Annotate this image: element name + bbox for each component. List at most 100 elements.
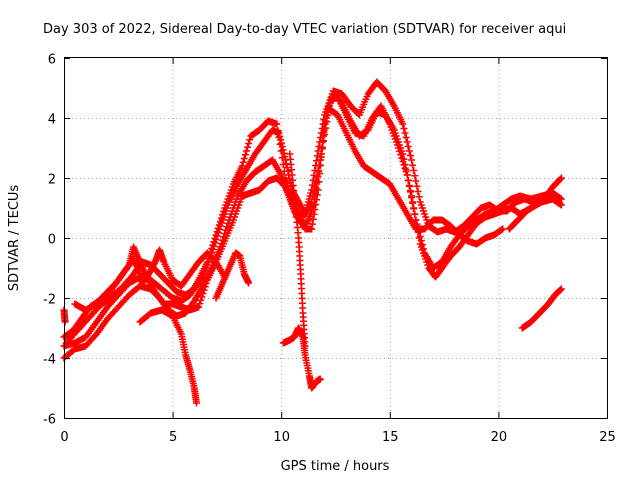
data-point: [417, 237, 425, 245]
data-point: [308, 220, 316, 228]
data-point: [499, 225, 507, 233]
data-point: [309, 215, 317, 223]
data-point: [317, 129, 325, 137]
data-point: [281, 153, 289, 161]
chart-title: Day 303 of 2022, Sidereal Day-to-day VTE…: [43, 22, 566, 37]
data-point: [324, 111, 332, 119]
data-point: [408, 194, 416, 201]
series-arc-4: [71, 105, 507, 314]
data-point: [401, 129, 409, 137]
data-point: [202, 279, 210, 287]
data-point: [242, 147, 250, 155]
data-point: [280, 182, 288, 190]
data-point: [311, 182, 319, 190]
y-tick-label: -2: [43, 293, 56, 308]
data-marks: [60, 78, 565, 407]
data-point: [214, 229, 222, 237]
data-point: [401, 164, 409, 172]
series-arc-9: [212, 249, 253, 302]
data-point: [402, 168, 410, 176]
data-point: [418, 241, 426, 249]
data-point: [403, 138, 411, 146]
data-point: [310, 188, 318, 195]
data-point: [312, 196, 320, 204]
series-arc-11: [505, 174, 565, 233]
data-point: [316, 138, 324, 146]
data-point: [396, 147, 404, 155]
data-point: [195, 303, 203, 311]
data-point: [406, 188, 414, 196]
data-point: [410, 167, 418, 174]
data-point: [409, 199, 417, 207]
data-point: [317, 150, 325, 158]
data-point: [239, 158, 247, 166]
data-point: [279, 146, 287, 154]
data-point: [398, 154, 406, 162]
y-tick-label: 2: [48, 173, 56, 188]
data-point: [416, 233, 424, 240]
x-tick-label: 25: [599, 430, 616, 445]
data-point: [200, 286, 208, 294]
data-point: [414, 188, 422, 195]
data-point: [556, 175, 564, 183]
data-point: [413, 182, 421, 190]
x-tick-label: 20: [491, 430, 508, 445]
data-point: [405, 147, 413, 155]
y-tick-label: 6: [48, 53, 56, 68]
data-point: [321, 131, 329, 138]
data-point: [210, 242, 218, 250]
series-arc-6: [136, 306, 200, 407]
data-point: [394, 144, 402, 152]
data-point: [212, 236, 220, 243]
data-point: [197, 296, 205, 304]
data-point: [241, 151, 249, 159]
data-point: [322, 124, 330, 132]
series-arc-3: [62, 78, 563, 347]
data-point: [320, 137, 328, 145]
series-arc-2: [60, 93, 565, 350]
series-arc-10: [518, 285, 565, 332]
data-point: [555, 198, 563, 206]
data-point: [199, 290, 207, 297]
data-point: [277, 136, 285, 144]
data-point: [400, 125, 408, 132]
data-point: [245, 140, 253, 147]
data-point: [399, 120, 407, 128]
data-point: [411, 210, 419, 218]
data-point: [283, 164, 291, 171]
series-arc-8: [286, 150, 309, 350]
data-point: [319, 120, 327, 128]
y-tick-label: 0: [48, 233, 56, 248]
data-point: [192, 399, 200, 407]
data-point: [308, 198, 316, 206]
data-point: [61, 318, 69, 326]
data-point: [311, 206, 319, 213]
y-tick-label: -6: [43, 413, 56, 428]
data-point: [312, 177, 320, 185]
data-point: [400, 161, 408, 169]
data-point: [276, 132, 284, 140]
data-point: [408, 156, 416, 164]
data-point: [198, 275, 206, 282]
data-point: [557, 174, 565, 182]
data-point: [201, 283, 209, 291]
data-point: [419, 245, 427, 253]
data-point: [209, 246, 217, 254]
data-point: [405, 182, 413, 190]
x-tick-label: 5: [169, 430, 177, 445]
data-point: [415, 193, 423, 201]
data-point: [310, 210, 318, 218]
data-point: [313, 191, 321, 199]
data-point: [215, 225, 223, 233]
data-point: [316, 375, 324, 383]
data-point: [211, 239, 219, 247]
data-point: [313, 172, 321, 180]
x-tick-label: 10: [273, 430, 290, 445]
data-point: [403, 171, 411, 179]
data-point: [273, 120, 281, 128]
data-point: [316, 156, 324, 164]
y-tick-label: -4: [43, 353, 56, 368]
data-point: [213, 232, 221, 240]
data-point: [238, 162, 246, 170]
